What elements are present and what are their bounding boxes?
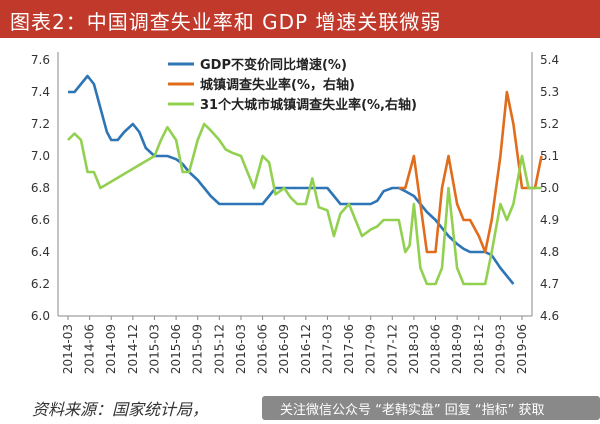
x-tick-label: 2019-03 — [493, 324, 507, 374]
left-axis-ticks: 6.0 6.2 6.4 6.6 6.8 7.0 7.2 7.4 7.6 — [31, 53, 50, 323]
line-chart: 6.0 6.2 6.4 6.6 6.8 7.0 7.2 7.4 7.6 4.6 4.7 4.8 4.9… — [31, 52, 559, 374]
x-tick-label: 2018-09 — [450, 324, 464, 374]
x-tick-label: 2018-06 — [429, 324, 443, 374]
x-tick-label: 2015-03 — [147, 324, 161, 374]
x-tick-label: 2018-03 — [407, 324, 421, 374]
legend-label-1: 城镇调查失业率(%，右轴) — [200, 77, 355, 93]
left-tick-label: 6.0 — [31, 309, 50, 323]
legend-label-2: 31个大城市城镇调查失业率(%,右轴) — [200, 97, 417, 113]
x-tick-label: 2017-03 — [320, 324, 334, 374]
legend: GDP不变价同比增速(%) 城镇调查失业率(%，右轴) 31个大城市城镇调查失业率(… — [168, 57, 417, 113]
right-tick-label: 4.6 — [540, 309, 559, 323]
plot-area — [57, 52, 533, 317]
left-tick-label: 6.8 — [31, 181, 50, 195]
series-line-2 — [67, 122, 542, 286]
right-tick-label: 5.1 — [540, 149, 559, 163]
x-tick-label: 2019-06 — [515, 324, 529, 374]
left-tick-label: 7.4 — [31, 85, 50, 99]
x-tick-label: 2014-03 — [61, 324, 75, 374]
x-tick-label: 2016-09 — [277, 324, 291, 374]
left-tick-label: 6.4 — [31, 245, 50, 259]
x-tick-label: 2016-03 — [234, 324, 248, 374]
legend-label-0: GDP不变价同比增速(%) — [200, 57, 347, 73]
left-tick-label: 6.2 — [31, 277, 50, 291]
right-tick-label: 4.8 — [540, 245, 559, 259]
x-tick-label: 2014-09 — [104, 324, 118, 374]
x-tick-label: 2018-12 — [472, 324, 486, 374]
chart-title: 图表2：中国调查失业率和 GDP 增速关联微弱 — [10, 10, 442, 34]
x-tick-label: 2016-06 — [256, 324, 270, 374]
x-tick-label: 2015-06 — [169, 324, 183, 374]
left-tick-label: 7.6 — [31, 53, 50, 67]
x-tick-label: 2015-12 — [212, 324, 226, 374]
series-lines — [67, 74, 543, 286]
left-tick-label: 7.2 — [31, 117, 50, 131]
title-bar — [0, 0, 600, 38]
source-note: 资料来源：国家统计局， — [32, 400, 209, 419]
watermark-banner — [262, 396, 600, 420]
right-tick-label: 4.7 — [540, 277, 559, 291]
x-tick-label: 2015-09 — [191, 324, 205, 374]
right-tick-label: 5.4 — [540, 53, 559, 67]
right-tick-label: 5.0 — [540, 181, 559, 195]
right-axis-ticks: 4.6 4.7 4.8 4.9 5.0 5.1 5.2 5.3 5.4 — [540, 53, 559, 323]
left-tick-label: 7.0 — [31, 149, 50, 163]
x-tick-label: 2016-12 — [299, 324, 313, 374]
watermark-text: 关注微信公众号 “老韩实盘” 回复 “指标” 获取 — [280, 403, 545, 418]
right-tick-label: 4.9 — [540, 213, 559, 227]
x-tick-label: 2017-09 — [364, 324, 378, 374]
x-tick-label: 2017-12 — [385, 324, 399, 374]
right-tick-label: 5.3 — [540, 85, 559, 99]
left-tick-label: 6.6 — [31, 213, 50, 227]
x-axis-ticks: 2014-03 2014-06 2014-09 2014-12 2015-03 2015-… — [61, 316, 529, 374]
right-tick-label: 5.2 — [540, 117, 559, 131]
x-tick-label: 2014-06 — [83, 324, 97, 374]
x-tick-label: 2014-12 — [126, 324, 140, 374]
x-tick-label: 2017-06 — [342, 324, 356, 374]
